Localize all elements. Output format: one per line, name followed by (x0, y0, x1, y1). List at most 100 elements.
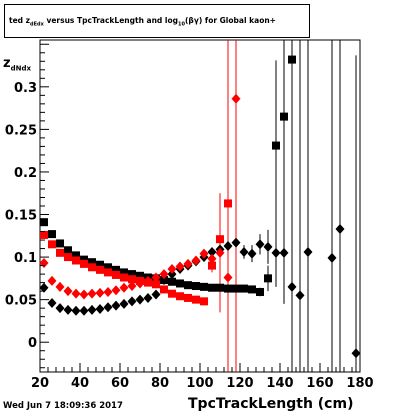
y-tick-label: 0 (28, 336, 37, 351)
data-point-square (176, 279, 184, 288)
data-point-diamond (303, 246, 313, 257)
data-point-square (264, 274, 272, 283)
x-axis-label: TpcTrackLength (cm) (188, 396, 354, 412)
data-point-diamond (223, 272, 233, 283)
data-point-diamond (63, 304, 73, 315)
data-point-diamond (191, 255, 201, 266)
data-point-square (128, 275, 136, 284)
data-point-square (184, 281, 192, 290)
data-point-square (72, 251, 80, 260)
x-tick-label: 160 (306, 376, 333, 391)
data-markers (39, 55, 361, 359)
data-point-square (104, 263, 112, 272)
data-point-diamond (135, 278, 145, 289)
data-point-square (88, 263, 96, 272)
data-point-diamond (159, 269, 169, 280)
data-point-square (96, 260, 104, 269)
data-point-diamond (95, 304, 105, 315)
data-point-diamond (215, 247, 225, 258)
data-point-diamond (255, 239, 265, 250)
data-point-diamond (239, 246, 249, 257)
data-point-diamond (143, 275, 153, 286)
data-point-square (64, 253, 72, 262)
data-point-diamond (287, 281, 297, 292)
data-point-square (200, 297, 208, 306)
x-tick-label: 180 (346, 376, 373, 391)
data-point-diamond (295, 290, 305, 301)
data-point-diamond (279, 247, 289, 258)
data-point-square (224, 284, 232, 293)
data-point-diamond (271, 247, 281, 258)
chart-title: ted zdEdx versus TpcTrackLength and log1… (9, 16, 276, 28)
data-point-diamond (79, 289, 89, 300)
data-point-diamond (87, 304, 97, 315)
data-point-diamond (111, 285, 121, 296)
data-point-square (112, 270, 120, 279)
x-tick-label: 80 (151, 376, 169, 391)
data-point-square (192, 295, 200, 304)
data-point-diamond (71, 288, 81, 299)
data-point-diamond (207, 246, 217, 257)
data-point-square (168, 289, 176, 298)
data-point-square (184, 293, 192, 302)
data-point-diamond (143, 292, 153, 303)
data-point-diamond (327, 252, 337, 263)
data-point-square (160, 285, 168, 294)
x-tick-label: 40 (71, 376, 89, 391)
data-point-diamond (63, 286, 73, 297)
data-point-square (64, 246, 72, 255)
data-point-diamond (55, 281, 65, 292)
x-tick-label: 20 (31, 376, 49, 391)
data-point-square (280, 112, 288, 121)
data-point-diamond (39, 282, 49, 293)
data-point-square (120, 273, 128, 282)
data-point-diamond (223, 241, 233, 252)
y-tick-label: 0.25 (5, 123, 37, 138)
data-point-square (72, 256, 80, 265)
data-point-square (200, 282, 208, 291)
data-point-square (40, 218, 48, 227)
data-point-diamond (103, 302, 113, 313)
data-point-diamond (87, 288, 97, 299)
data-point-diamond (167, 263, 177, 274)
data-point-square (88, 258, 96, 267)
y-tick-label: 0.3 (14, 81, 37, 96)
data-point-square (256, 287, 264, 296)
data-point-diamond (159, 275, 169, 286)
data-point-square (136, 271, 144, 280)
data-point-diamond (183, 258, 193, 269)
data-point-square (248, 285, 256, 294)
x-tick-label: 100 (186, 376, 213, 391)
plot-frame (39, 39, 361, 373)
data-point-square (56, 239, 64, 248)
data-point-diamond (95, 287, 105, 298)
data-point-diamond (127, 281, 137, 292)
data-point-diamond (111, 300, 121, 311)
data-point-square (216, 235, 224, 244)
data-point-square (96, 265, 104, 274)
data-point-square (216, 283, 224, 292)
data-point-diamond (207, 253, 217, 264)
data-point-diamond (263, 241, 273, 252)
data-point-square (208, 261, 216, 270)
data-point-square (168, 277, 176, 286)
data-point-diamond (167, 269, 177, 280)
y-tick-label: 0.05 (5, 294, 37, 309)
data-point-square (104, 268, 112, 277)
data-point-diamond (71, 305, 81, 316)
data-point-diamond (47, 275, 57, 286)
data-point-diamond (79, 305, 89, 316)
data-point-diamond (119, 298, 129, 309)
y-tick-label: 0.2 (14, 166, 37, 181)
data-point-diamond (335, 223, 345, 234)
data-point-square (176, 292, 184, 301)
data-point-square (128, 270, 136, 279)
title-box: ted zdEdx versus TpcTrackLength and log1… (4, 4, 310, 38)
data-point-square (112, 265, 120, 274)
data-point-square (120, 268, 128, 277)
data-point-square (56, 248, 64, 257)
data-point-diamond (175, 261, 185, 272)
data-point-square (240, 284, 248, 293)
data-point-diamond (135, 294, 145, 305)
